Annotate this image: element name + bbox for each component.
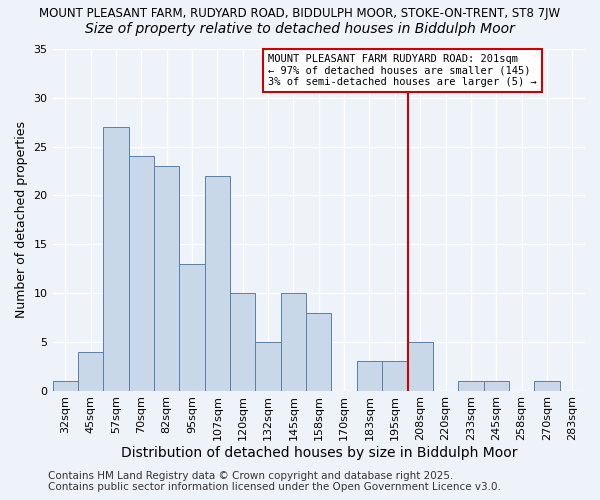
Y-axis label: Number of detached properties: Number of detached properties (15, 122, 28, 318)
Bar (205, 176, 230, 390)
Bar (458, 381, 484, 390)
Bar (179, 264, 205, 390)
Bar (78, 352, 103, 391)
Bar (484, 381, 509, 390)
Bar (103, 127, 128, 390)
Bar (128, 156, 154, 390)
Text: Contains HM Land Registry data © Crown copyright and database right 2025.
Contai: Contains HM Land Registry data © Crown c… (48, 471, 501, 492)
Bar (534, 381, 560, 390)
X-axis label: Distribution of detached houses by size in Biddulph Moor: Distribution of detached houses by size … (121, 446, 517, 460)
Bar (407, 342, 433, 390)
Bar (154, 166, 179, 390)
Bar (306, 312, 331, 390)
Bar (230, 293, 256, 390)
Bar (256, 342, 281, 390)
Text: MOUNT PLEASANT FARM RUDYARD ROAD: 201sqm
← 97% of detached houses are smaller (1: MOUNT PLEASANT FARM RUDYARD ROAD: 201sqm… (268, 54, 537, 87)
Bar (357, 362, 382, 390)
Bar (53, 381, 78, 390)
Bar (382, 362, 407, 390)
Text: Size of property relative to detached houses in Biddulph Moor: Size of property relative to detached ho… (85, 22, 515, 36)
Bar (281, 293, 306, 390)
Text: MOUNT PLEASANT FARM, RUDYARD ROAD, BIDDULPH MOOR, STOKE-ON-TRENT, ST8 7JW: MOUNT PLEASANT FARM, RUDYARD ROAD, BIDDU… (40, 8, 560, 20)
